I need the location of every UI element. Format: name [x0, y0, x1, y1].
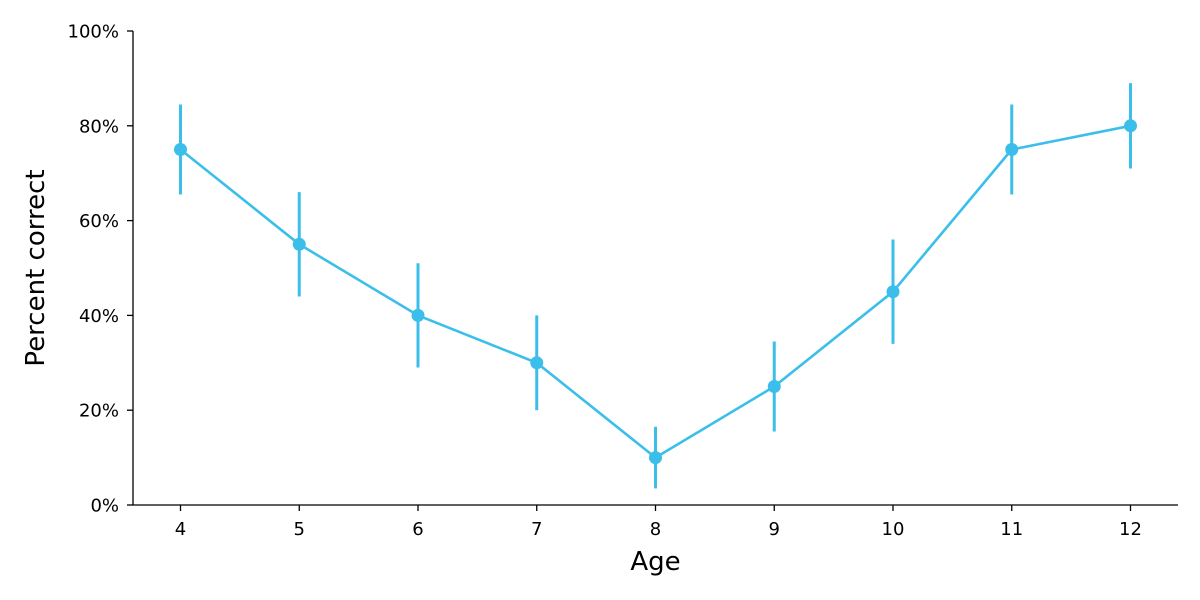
y-tick-label: 100%: [68, 22, 119, 43]
y-axis-ticks: 0% 20% 40% 60% 80% 100%: [68, 22, 133, 517]
x-tick-label: 9: [769, 519, 780, 540]
data-point: [649, 451, 662, 465]
data-point: [530, 356, 544, 370]
y-tick-label: 20%: [79, 401, 119, 422]
series-line: [179, 124, 1131, 459]
data-point: [411, 308, 425, 322]
x-tick-label: 7: [531, 519, 542, 540]
y-tick-label: 0%: [90, 496, 119, 517]
data-point: [174, 143, 187, 156]
x-axis-title: Age: [630, 547, 680, 577]
plot-area: [174, 83, 1137, 489]
y-axis-title: Percent correct: [21, 169, 51, 366]
x-tick-label: 8: [650, 519, 661, 540]
y-tick-label: 80%: [79, 116, 119, 137]
x-tick-label: 5: [294, 519, 305, 540]
data-point: [886, 285, 900, 299]
x-tick-label: 11: [1000, 519, 1023, 540]
data-point: [767, 380, 781, 393]
data-point: [1124, 119, 1137, 133]
y-tick-label: 40%: [79, 306, 119, 327]
data-point: [1005, 143, 1019, 156]
x-tick-label: 10: [882, 519, 905, 540]
y-tick-label: 60%: [79, 211, 119, 232]
x-axis-ticks: 4 5 6 7 8 9 10 11 12: [175, 505, 1142, 540]
x-tick-label: 6: [412, 519, 423, 540]
x-tick-label: 12: [1119, 519, 1142, 540]
data-point: [292, 237, 306, 251]
x-tick-label: 4: [175, 519, 186, 540]
